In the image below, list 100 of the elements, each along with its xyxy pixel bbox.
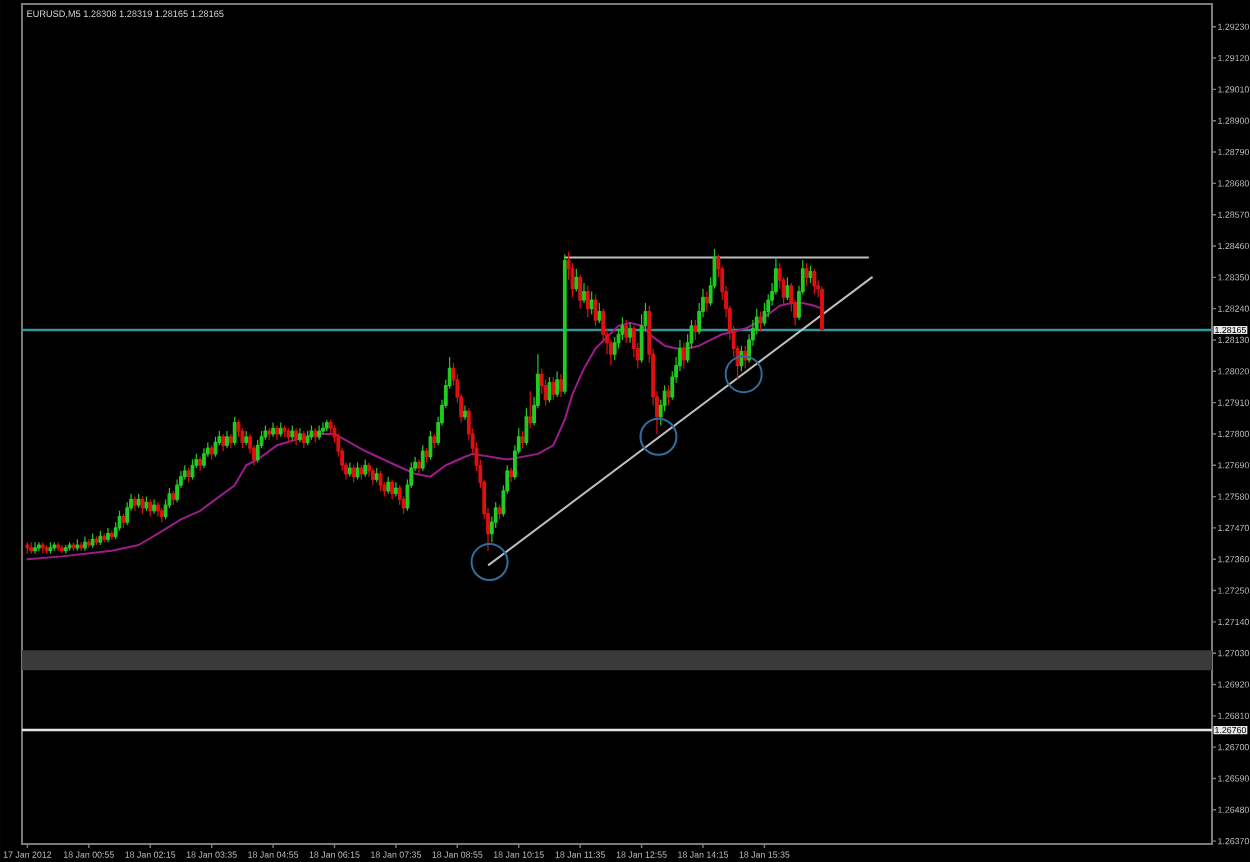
- candlestick: [628, 322, 632, 344]
- candlestick: [56, 541, 60, 552]
- candlestick: [29, 541, 34, 555]
- candlestick: [221, 433, 226, 452]
- candlestick: [202, 447, 206, 469]
- candlestick: [209, 444, 214, 461]
- candlestick: [198, 456, 203, 472]
- candlestick: [79, 541, 84, 552]
- candlestick: [286, 427, 291, 444]
- point: [724, 355, 763, 394]
- candlestick: [90, 532, 95, 549]
- point: [639, 417, 678, 456]
- candlestick: [386, 476, 391, 495]
- candlestick: [228, 433, 233, 449]
- candlestick: [394, 481, 398, 498]
- candlestick: [275, 424, 279, 441]
- candlestick: [294, 427, 298, 446]
- candlestick: [182, 464, 187, 481]
- candlestick: [121, 513, 126, 529]
- candlestick: [125, 501, 130, 526]
- candlestick: [278, 421, 283, 438]
- candlestick: [232, 416, 237, 446]
- candlestick: [585, 285, 590, 318]
- candlestick: [75, 538, 80, 552]
- candlestick: [321, 421, 325, 435]
- candlestick: [509, 467, 513, 483]
- candlestick: [374, 467, 379, 483]
- candlestick: [144, 495, 149, 512]
- candlestick: [785, 276, 790, 301]
- candlestick: [309, 424, 314, 441]
- candlestick: [390, 478, 394, 501]
- candlestick: [417, 458, 421, 475]
- candlestick: [582, 282, 586, 304]
- candlestick: [152, 498, 156, 515]
- candlestick: [244, 430, 249, 446]
- candlestick: [148, 498, 153, 518]
- candlestick: [298, 427, 302, 444]
- candlestick: [271, 421, 275, 438]
- candlestick: [693, 319, 698, 341]
- candlestick: [555, 370, 560, 398]
- candlestick: [666, 384, 671, 407]
- candlestick: [301, 430, 306, 449]
- candlestick: [351, 464, 356, 483]
- candlestick: [106, 527, 110, 543]
- candlestick: [328, 419, 333, 435]
- candlestick: [86, 538, 91, 549]
- candlestick: [263, 424, 268, 441]
- candlestick: [820, 285, 824, 331]
- candlestick: [171, 490, 176, 506]
- candlestick: [370, 467, 375, 486]
- candlestick: [432, 433, 437, 449]
- candlestick: [762, 302, 767, 327]
- candlestick: [524, 407, 529, 446]
- candlestick: [282, 424, 287, 438]
- candlestick: [574, 268, 579, 293]
- candlestick: [463, 404, 467, 421]
- candlestick: [597, 302, 602, 324]
- candlestick: [37, 541, 41, 552]
- candlestick: [267, 427, 272, 441]
- candlestick: [367, 461, 371, 478]
- point: [470, 543, 509, 582]
- candlestick: [159, 507, 164, 523]
- candlestick: [83, 535, 87, 552]
- candlestick: [109, 530, 114, 540]
- candlestick: [240, 427, 245, 449]
- candlestick: [547, 376, 552, 404]
- candlestick: [290, 424, 295, 441]
- candlestick: [136, 493, 141, 509]
- candlestick: [578, 273, 583, 310]
- candlestick: [25, 541, 30, 555]
- candlestick: [313, 427, 318, 444]
- candlestick: [704, 290, 709, 313]
- candlestick: [102, 532, 107, 543]
- candlestick: [347, 461, 352, 478]
- candlestick: [48, 541, 53, 555]
- candlestick: [551, 376, 556, 401]
- candlestick: [98, 530, 103, 546]
- candlestick: [528, 390, 533, 429]
- candlestick: [52, 541, 57, 552]
- candlestick: [612, 336, 617, 361]
- candlestick: [63, 544, 68, 555]
- candlestick: [804, 262, 809, 287]
- candlestick: [132, 495, 137, 512]
- candlestick: [620, 316, 625, 341]
- candlestick: [681, 342, 686, 370]
- candlestick: [359, 464, 364, 481]
- candlestick: [186, 467, 191, 483]
- candlestick: [589, 290, 594, 315]
- candlestick: [559, 373, 563, 398]
- candlestick: [71, 541, 76, 552]
- candlestick: [305, 430, 310, 446]
- candlestick: [40, 541, 45, 555]
- candlestick: [562, 253, 567, 395]
- candlestick: [33, 541, 37, 555]
- candlestick: [363, 458, 368, 478]
- candlestick: [156, 501, 160, 518]
- candlestick: [225, 430, 229, 449]
- candlestick: [255, 439, 260, 464]
- candlestick: [324, 419, 329, 432]
- candlestick: [397, 484, 402, 506]
